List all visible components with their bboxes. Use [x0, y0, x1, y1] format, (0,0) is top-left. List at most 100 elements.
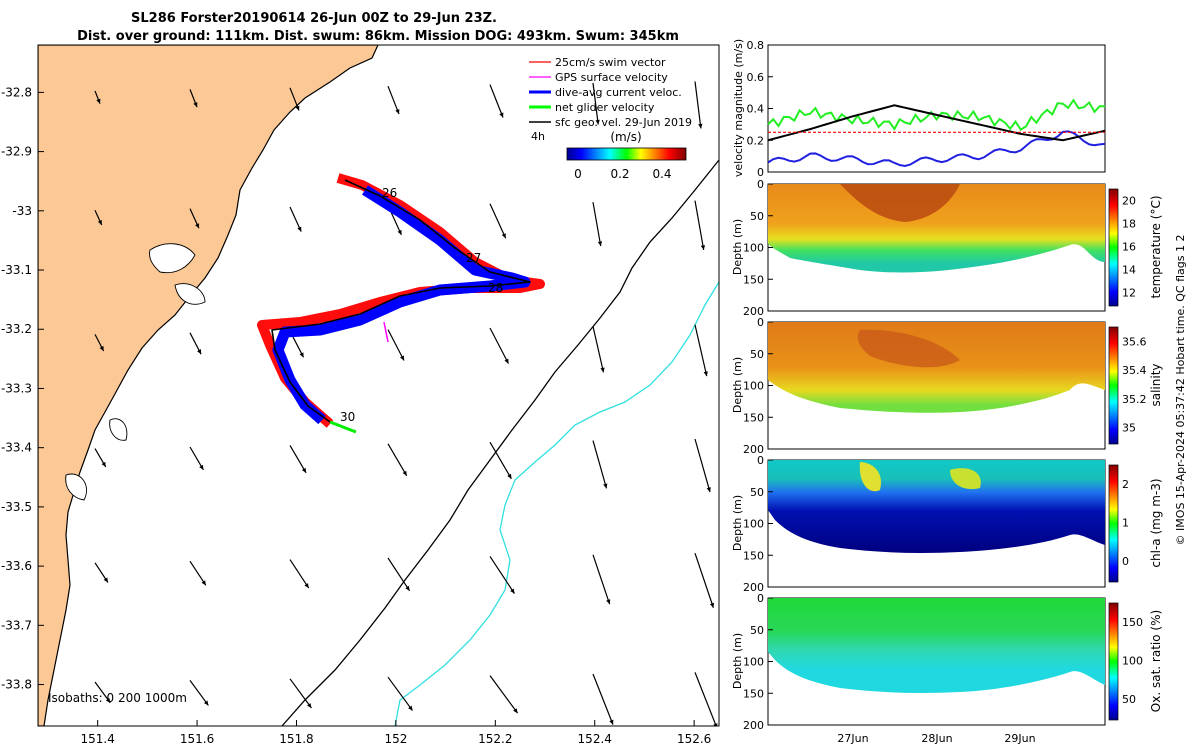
- track-map: 26 27 28 30 Isobaths: 0 200 1000m 151.4 1…: [1, 44, 720, 746]
- geo-velocity-vector: [489, 556, 515, 594]
- colorbar-tick-2: 0.4: [652, 167, 671, 181]
- map-y-ticks: -32.8 -32.9 -33 -33.1 -33.2 -33.3 -33.4 -33.5 -3…: [1, 85, 44, 692]
- velocity-series-line: [767, 130, 1106, 168]
- map-y-tick-label: -33.4: [1, 441, 32, 455]
- map-frame: [37, 44, 720, 727]
- colorbar-tick-0: 0: [574, 167, 582, 181]
- map-y-tick-label: -33.2: [1, 322, 32, 336]
- geo-velocity-arrowhead: [101, 461, 106, 467]
- geo-velocity-vector: [592, 673, 614, 725]
- map-x-tick-label: 152.2: [478, 732, 512, 746]
- depth-axis-label: Depth (m): [731, 495, 744, 551]
- colorbar-tick-label: 35.4: [1122, 364, 1147, 377]
- geo-velocity-arrowhead: [397, 229, 402, 235]
- colorbar-tick-label: 20: [1122, 195, 1136, 208]
- geo-velocity-vector: [387, 85, 400, 115]
- geo-velocity-arrowhead: [600, 367, 605, 373]
- temperature-colorbar: [1108, 188, 1119, 307]
- geo-velocity-arrowhead: [307, 703, 312, 708]
- depth-tick-label: 50: [750, 210, 764, 223]
- geostrophic-velocity-vectors: [94, 81, 718, 726]
- depth-tick-label: 150: [743, 273, 764, 286]
- geo-velocity-vector: [489, 327, 510, 364]
- geo-velocity-arrowhead: [197, 349, 202, 355]
- depth-tick-label: 200: [743, 305, 764, 318]
- depth-tick-label: 50: [750, 348, 764, 361]
- svg-text:dive-avg current veloc.: dive-avg current veloc.: [555, 86, 682, 99]
- geo-velocity-arrowhead: [395, 109, 400, 115]
- map-y-tick-label: -33: [12, 204, 32, 218]
- time-tick-29jun: 29Jun: [1004, 732, 1035, 745]
- geo-velocity-arrowhead: [400, 355, 405, 361]
- colorbar-units: (m/s): [610, 130, 641, 144]
- geo-velocity-arrowhead: [504, 358, 509, 364]
- depth-axis-label: Depth (m): [731, 219, 744, 275]
- geo-velocity-arrowhead: [507, 473, 512, 479]
- velocity-y-tick-label: 0.2: [747, 134, 765, 147]
- colorbar-tick-label: 35.6: [1122, 335, 1147, 348]
- depth-tick-label: 0: [757, 592, 764, 605]
- geo-velocity-arrowhead: [297, 226, 302, 232]
- geo-velocity-arrowhead: [501, 233, 506, 239]
- geo-velocity-arrowhead: [105, 697, 111, 703]
- geo-velocity-arrowhead: [595, 119, 600, 125]
- depth-tick-label: 150: [743, 411, 764, 424]
- map-x-tick-label: 151.8: [279, 732, 313, 746]
- velocity-ylabel: velocity magnitude (m/s): [732, 39, 745, 177]
- geo-velocity-vector: [289, 559, 310, 589]
- velocity-y-tick-label: 0: [757, 166, 764, 179]
- svg-text:25cm/s swim vector: 25cm/s swim vector: [555, 56, 666, 69]
- geo-velocity-vector: [489, 203, 507, 239]
- geo-velocity-vector: [489, 675, 519, 714]
- oxygen-colorbar: [1108, 602, 1119, 721]
- colorbar-tick-label: 1: [1122, 517, 1129, 530]
- salinity-panel: [767, 321, 1106, 450]
- map-y-tick-label: -33.1: [1, 263, 32, 277]
- gps-surface-velocity-arrow: [383, 321, 389, 343]
- map-y-tick-label: -32.8: [1, 85, 32, 99]
- geo-velocity-arrowhead: [700, 245, 706, 250]
- colorbar-tick-label: 14: [1122, 264, 1136, 277]
- geo-velocity-arrowhead: [510, 588, 515, 594]
- colorbar-tick-label: 18: [1122, 218, 1136, 231]
- geo-velocity-vector: [289, 445, 307, 474]
- geo-velocity-vector: [387, 329, 405, 361]
- map-x-tick-label: 151.6: [180, 732, 214, 746]
- velocity-series-line: [767, 104, 1106, 142]
- geo-velocity-arrowhead: [405, 585, 410, 591]
- figure-title-line2: Dist. over ground: 111km. Dist. swum: 86…: [77, 29, 679, 44]
- map-y-tick-label: -33.3: [1, 381, 32, 395]
- colorbar-tick-label: 2: [1122, 478, 1129, 491]
- isobath-200m: [281, 159, 719, 726]
- colorbar-time-step: 4h: [531, 130, 545, 143]
- map-x-tick-label: 152.6: [677, 732, 711, 746]
- velocity-y-tick-label: 0.6: [747, 71, 765, 84]
- velocity-magnitude-panel: 0 0.2 0.4 0.6 0.8 velocity magnitude (m/s): [732, 39, 1106, 179]
- geo-velocity-arrowhead: [513, 708, 518, 714]
- day-label-27: 27: [466, 251, 481, 265]
- net-glider-velocity-arrow: [329, 420, 357, 434]
- depth-tick-label: 0: [757, 316, 764, 329]
- geo-velocity-vector: [592, 554, 611, 605]
- coastline-land: [38, 45, 379, 726]
- geo-velocity-arrowhead: [408, 705, 413, 711]
- colorbar-tick-1: 0.2: [610, 167, 629, 181]
- colorbar-tick-label: 100: [1122, 655, 1143, 668]
- colorbar-tick-label: 16: [1122, 241, 1136, 254]
- salinity-colorbar: [1108, 326, 1119, 445]
- geo-velocity-vector: [694, 81, 702, 129]
- depth-tick-label: 150: [743, 687, 764, 700]
- speed-colorbar: [566, 147, 687, 161]
- geo-velocity-arrowhead: [304, 583, 309, 589]
- svg-text:sfc geo. vel. 29-Jun 2019: sfc geo. vel. 29-Jun 2019: [555, 116, 692, 129]
- colorbar-label: salinity: [1149, 363, 1163, 406]
- geo-velocity-arrowhead: [597, 241, 603, 247]
- profile-colorbars: [1108, 188, 1119, 721]
- geo-velocity-vector: [489, 441, 512, 480]
- legend-item-net-glider-velocity: net glider velocity: [529, 101, 655, 114]
- colorbar-tick-label: 50: [1122, 693, 1136, 706]
- velocity-series-line: [767, 98, 1106, 131]
- oxygen-saturation-panel: [767, 597, 1106, 726]
- velocity-y-tick-label: 0.4: [747, 103, 765, 116]
